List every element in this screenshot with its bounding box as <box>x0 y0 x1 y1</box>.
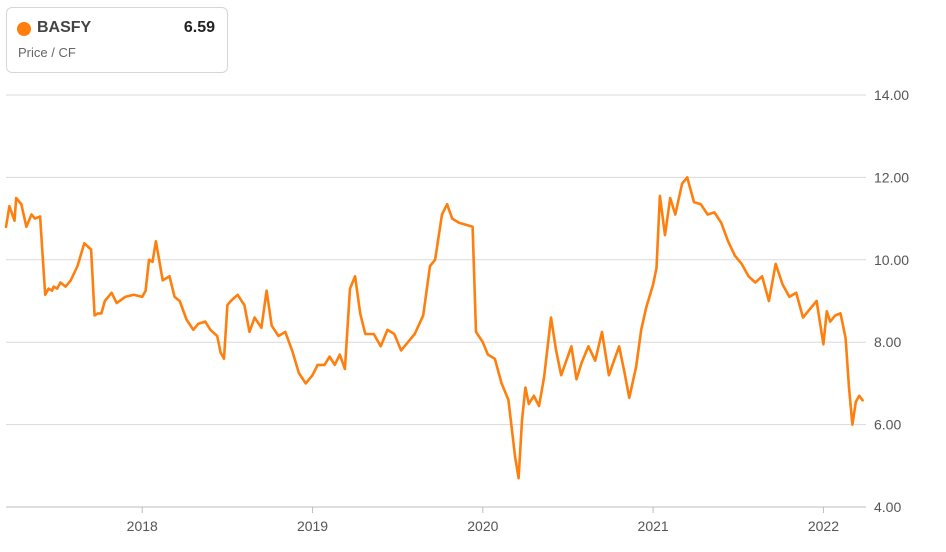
series-line-basfy <box>4 176 864 480</box>
y-tick-label: 4.00 <box>874 499 901 515</box>
gridlines <box>6 94 866 508</box>
x-tick-label: 2019 <box>297 518 328 534</box>
x-tick-label: 2021 <box>638 518 669 534</box>
legend-value: 6.59 <box>183 19 215 36</box>
x-tick-label: 2018 <box>127 518 158 534</box>
y-tick-label: 8.00 <box>874 334 901 350</box>
y-axis-ticks: 4.00 6.00 8.00 10.00 12.00 14.00 <box>874 87 909 515</box>
x-tick-label: 2020 <box>467 518 498 534</box>
y-tick-label: 6.00 <box>874 417 901 433</box>
y-tick-label: 12.00 <box>874 169 909 185</box>
y-tick-label: 10.00 <box>874 252 909 268</box>
x-axis-ticks: 2018 2019 2020 2021 2022 <box>127 507 839 534</box>
legend-ticker: BASFY <box>37 19 92 36</box>
y-tick-label: 14.00 <box>874 87 909 103</box>
legend-box: BASFY 6.59 Price / CF <box>6 7 228 73</box>
legend-metric: Price / CF <box>18 45 76 60</box>
x-tick-label: 2022 <box>808 518 839 534</box>
legend-color-dot <box>17 22 31 36</box>
